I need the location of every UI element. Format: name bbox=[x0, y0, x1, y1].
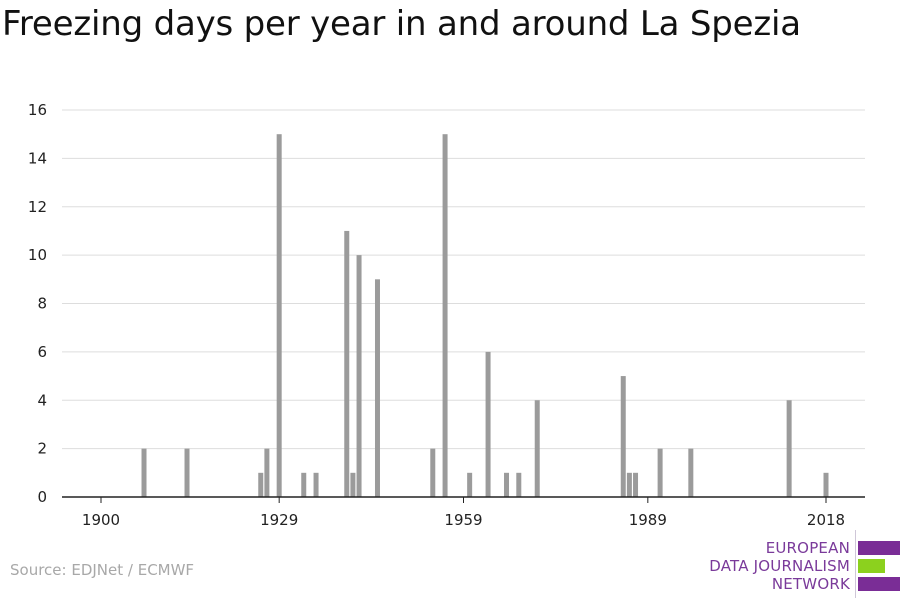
y-tick-label-2: 2 bbox=[37, 440, 47, 458]
bar-1942 bbox=[356, 255, 362, 497]
bar-1996 bbox=[688, 448, 694, 497]
logo-bar-purple-bottom bbox=[858, 577, 900, 591]
chart-title: Freezing days per year in and around La … bbox=[2, 4, 801, 44]
source-note: Source: EDJNet / ECMWF bbox=[10, 561, 195, 579]
x-tick-label-2018: 2018 bbox=[807, 511, 845, 529]
y-tick-label-10: 10 bbox=[28, 246, 47, 264]
bar-1940 bbox=[344, 230, 350, 497]
x-axis-ticks: 1900 1929 1959 1989 2018 bbox=[82, 497, 845, 529]
y-tick-label-4: 4 bbox=[37, 391, 47, 409]
x-tick-label-1959: 1959 bbox=[444, 511, 482, 529]
bar-2018 bbox=[823, 472, 829, 497]
bar-1954 bbox=[430, 448, 436, 497]
y-tick-label-6: 6 bbox=[37, 343, 47, 361]
logo-bar-purple-top bbox=[858, 541, 900, 555]
bar-1914 bbox=[184, 448, 190, 497]
bar-1941 bbox=[350, 472, 356, 497]
bar-1960 bbox=[467, 472, 473, 497]
bar-1935 bbox=[313, 472, 319, 497]
y-tick-label-0: 0 bbox=[37, 488, 47, 506]
bar-1929 bbox=[276, 134, 282, 497]
bar-1986 bbox=[626, 472, 632, 497]
bar-1945 bbox=[374, 279, 380, 497]
bar-1985 bbox=[620, 376, 626, 497]
logo-text-line-2: DATA JOURNALISM bbox=[709, 557, 850, 575]
bar-1956 bbox=[442, 134, 448, 497]
bar-1926 bbox=[258, 472, 264, 497]
bar-1933 bbox=[301, 472, 307, 497]
x-tick-label-1989: 1989 bbox=[629, 511, 667, 529]
logo-divider bbox=[855, 530, 856, 598]
y-tick-label-16: 16 bbox=[28, 101, 47, 119]
y-tick-label-12: 12 bbox=[28, 198, 47, 216]
y-tick-label-14: 14 bbox=[28, 149, 47, 167]
bar-1987 bbox=[633, 472, 639, 497]
bar-1927 bbox=[264, 448, 270, 497]
bar-1907 bbox=[141, 448, 147, 497]
x-tick-label-1929: 1929 bbox=[260, 511, 298, 529]
bar-1991 bbox=[657, 448, 663, 497]
logo-bar-green bbox=[858, 559, 885, 573]
bar-2012 bbox=[786, 400, 792, 497]
bar-1966 bbox=[504, 472, 510, 497]
x-tick-label-1900: 1900 bbox=[82, 511, 120, 529]
y-tick-label-8: 8 bbox=[37, 295, 47, 313]
bar-1971 bbox=[534, 400, 540, 497]
y-axis-ticks: 0 2 4 6 8 10 12 14 16 bbox=[28, 101, 47, 506]
gridlines bbox=[62, 109, 865, 450]
bars bbox=[141, 134, 829, 497]
logo-text-line-3: NETWORK bbox=[771, 575, 850, 593]
logo-text-line-1: EUROPEAN bbox=[765, 539, 850, 557]
bar-1963 bbox=[485, 351, 491, 497]
edjnet-logo: EUROPEAN DATA JOURNALISM NETWORK bbox=[700, 530, 900, 600]
bar-1968 bbox=[516, 472, 522, 497]
